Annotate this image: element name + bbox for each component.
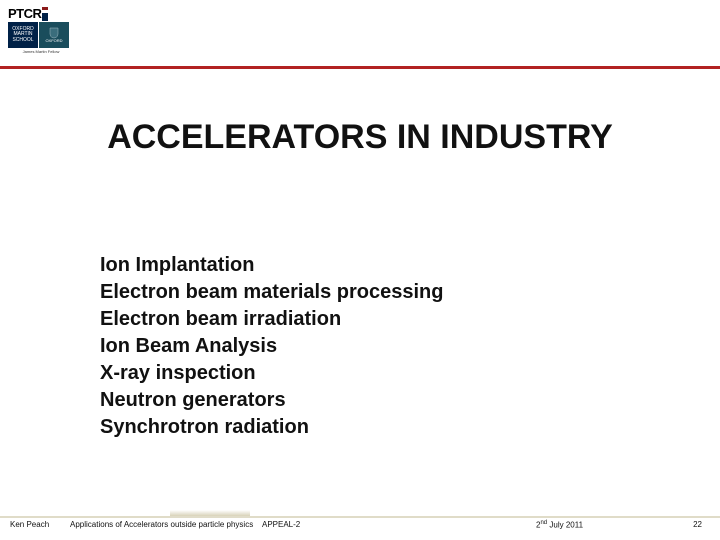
logo-i-icon bbox=[42, 7, 48, 21]
list-item: Ion Beam Analysis bbox=[100, 333, 443, 360]
list-item: Electron beam irradiation bbox=[100, 306, 443, 333]
footer-talk-title: Applications of Accelerators outside par… bbox=[70, 520, 253, 529]
logo-block: PTCR OXFORD MARTIN SCHOOL OXFORD James M… bbox=[8, 6, 74, 58]
footer-author: Ken Peach bbox=[10, 520, 49, 529]
logo-text: PTCR bbox=[8, 6, 41, 21]
list-item: Electron beam materials processing bbox=[100, 279, 443, 306]
list-item: X-ray inspection bbox=[100, 360, 443, 387]
list-item: Ion Implantation bbox=[100, 252, 443, 279]
page-title: ACCELERATORS IN INDUSTRY bbox=[0, 118, 720, 157]
footer-appeal: APPEAL-2 bbox=[262, 520, 300, 529]
badge-line: OXFORD bbox=[45, 39, 62, 43]
badge-line: SCHOOL bbox=[12, 38, 33, 44]
logo-badges: OXFORD MARTIN SCHOOL OXFORD bbox=[8, 22, 74, 48]
logo-top-row: PTCR bbox=[8, 6, 74, 21]
footer-date: 2nd July 2011 bbox=[536, 520, 583, 530]
date-rest: July 2011 bbox=[547, 521, 583, 530]
list-item: Neutron generators bbox=[100, 387, 443, 414]
badge-oxford-martin: OXFORD MARTIN SCHOOL bbox=[8, 22, 38, 48]
slide: PTCR OXFORD MARTIN SCHOOL OXFORD James M… bbox=[0, 0, 720, 540]
list-item: Synchrotron radiation bbox=[100, 414, 443, 441]
footer-page-number: 22 bbox=[693, 520, 702, 529]
logo-subtitle: James Martin Fellow bbox=[8, 49, 74, 54]
footer-rule bbox=[0, 516, 720, 518]
badge-oxford-crest: OXFORD bbox=[39, 22, 69, 48]
topic-list: Ion Implantation Electron beam materials… bbox=[100, 252, 443, 441]
top-rule bbox=[0, 66, 720, 69]
footer: Ken Peach Applications of Accelerators o… bbox=[0, 520, 720, 534]
crest-icon bbox=[49, 27, 59, 39]
